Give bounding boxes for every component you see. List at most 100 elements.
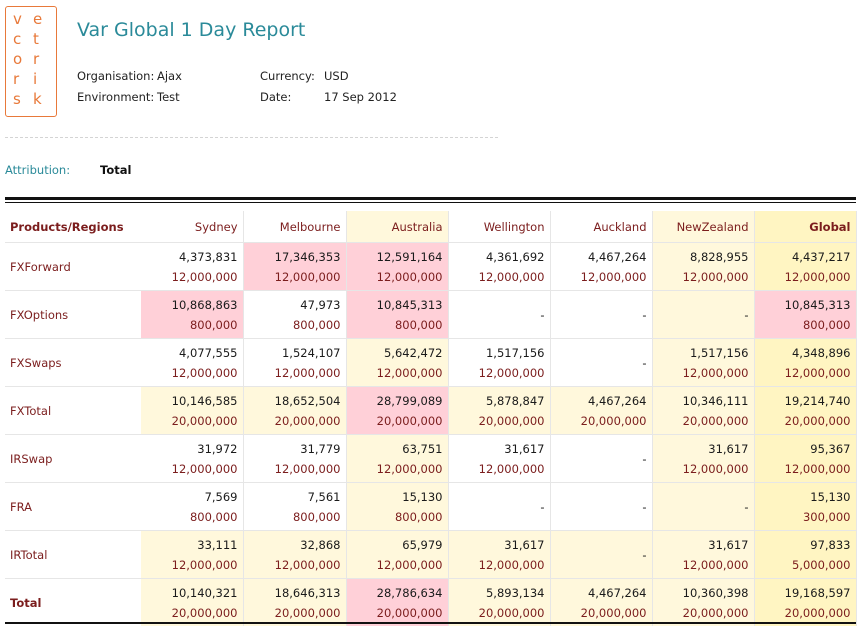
- limit-value: 12,000,000: [478, 269, 545, 284]
- limit-value: 20,000,000: [784, 413, 851, 428]
- product-name: FXForward: [5, 242, 141, 291]
- var-value: 10,346,111: [682, 393, 749, 408]
- limit-value: 12,000,000: [376, 365, 443, 380]
- cell-australia: 28,786,634 20,000,000: [346, 578, 449, 626]
- cell-australia: 65,979 12,000,000: [346, 530, 449, 579]
- environment-value: Test: [157, 90, 180, 104]
- limit-value: 20,000,000: [274, 413, 341, 428]
- cell-auckland: -: [550, 434, 653, 483]
- limit-value: 20,000,000: [580, 413, 647, 428]
- cell-global: 4,437,217 12,000,000: [754, 242, 857, 291]
- var-value: 10,845,313: [376, 297, 443, 312]
- cell-wellington: 5,893,134 20,000,000: [448, 578, 551, 626]
- var-value: 1,524,107: [281, 345, 341, 360]
- currency-value: USD: [324, 69, 349, 83]
- limit-value: 12,000,000: [376, 461, 443, 476]
- var-value: 5,878,847: [485, 393, 545, 408]
- column-header-global: Global: [754, 211, 857, 243]
- limit-value: 12,000,000: [478, 365, 545, 380]
- table-body: FXForward 4,373,831 12,000,000 17,346,353 12…: [5, 242, 857, 626]
- table-row: IRSwap 31,972 12,000,000 31,779 12,000,000 63…: [5, 434, 857, 483]
- var-value: 15,130: [810, 489, 851, 504]
- cell-australia: 63,751 12,000,000: [346, 434, 449, 483]
- var-value: 63,751: [402, 441, 443, 456]
- cell-auckland: -: [550, 482, 653, 531]
- cell-global: 19,214,740 20,000,000: [754, 386, 857, 435]
- limit-value: 20,000,000: [376, 605, 443, 620]
- var-value: 1,517,156: [689, 345, 749, 360]
- limit-value: 20,000,000: [376, 413, 443, 428]
- var-value: 4,467,264: [587, 585, 647, 600]
- var-value: -: [744, 307, 749, 322]
- table-top-rule: [5, 197, 856, 200]
- var-value: 7,569: [204, 489, 238, 504]
- var-value: -: [540, 499, 545, 514]
- cell-wellington: -: [448, 482, 551, 531]
- var-value: 31,617: [504, 441, 545, 456]
- logo-letter: s: [13, 90, 21, 108]
- limit-value: 20,000,000: [580, 605, 647, 620]
- limit-value: 12,000,000: [274, 461, 341, 476]
- cell-wellington: -: [448, 290, 551, 339]
- row-header: Products/Regions: [5, 211, 141, 243]
- limit-value: 12,000,000: [478, 461, 545, 476]
- var-value: 1,517,156: [485, 345, 545, 360]
- cell-melbourne: 31,779 12,000,000: [243, 434, 347, 483]
- limit-value: 12,000,000: [682, 461, 749, 476]
- var-value: 4,348,896: [791, 345, 851, 360]
- cell-newzealand: 31,617 12,000,000: [652, 530, 755, 579]
- var-value: 97,833: [810, 537, 851, 552]
- report-title: Var Global 1 Day Report: [77, 19, 306, 41]
- cell-wellington: 4,361,692 12,000,000: [448, 242, 551, 291]
- var-value: 15,130: [402, 489, 443, 504]
- cell-newzealand: 1,517,156 12,000,000: [652, 338, 755, 387]
- limit-value: 800,000: [189, 317, 238, 332]
- var-report-table: Products/Regions Sydney Melbourne Austra…: [5, 211, 857, 626]
- currency-label: Currency:: [260, 69, 315, 83]
- cell-global: 10,845,313 800,000: [754, 290, 857, 339]
- cell-newzealand: 10,360,398 20,000,000: [652, 578, 755, 626]
- cell-auckland: 4,467,264 20,000,000: [550, 578, 653, 626]
- cell-melbourne: 18,646,313 20,000,000: [243, 578, 347, 626]
- cell-newzealand: 31,617 12,000,000: [652, 434, 755, 483]
- column-header-melbourne: Melbourne: [243, 211, 347, 243]
- cell-australia: 10,845,313 800,000: [346, 290, 449, 339]
- cell-global: 97,833 5,000,000: [754, 530, 857, 579]
- var-value: 5,893,134: [485, 585, 545, 600]
- cell-auckland: -: [550, 338, 653, 387]
- var-value: 4,467,264: [587, 249, 647, 264]
- var-value: 10,845,313: [784, 297, 851, 312]
- cell-melbourne: 7,561 800,000: [243, 482, 347, 531]
- limit-value: 12,000,000: [171, 461, 238, 476]
- var-value: 12,591,164: [376, 249, 443, 264]
- var-value: 10,140,321: [171, 585, 238, 600]
- report-meta-left: Organisation: Ajax Environment: Test: [77, 66, 182, 108]
- var-value: -: [642, 307, 647, 322]
- var-value: 18,652,504: [274, 393, 341, 408]
- var-value: -: [642, 451, 647, 466]
- cell-sydney: 10,146,585 20,000,000: [141, 386, 244, 435]
- organisation-value: Ajax: [157, 69, 182, 83]
- attribution-label: Attribution:: [5, 163, 71, 177]
- limit-value: 20,000,000: [171, 605, 238, 620]
- logo-letter: i: [33, 70, 38, 88]
- cell-auckland: -: [550, 290, 653, 339]
- limit-value: 12,000,000: [682, 269, 749, 284]
- cell-melbourne: 18,652,504 20,000,000: [243, 386, 347, 435]
- var-value: 33,111: [197, 537, 238, 552]
- product-name: FXTotal: [5, 386, 141, 435]
- column-header-newzealand: NewZealand: [652, 211, 755, 243]
- var-value: 28,786,634: [376, 585, 443, 600]
- cell-australia: 12,591,164 12,000,000: [346, 242, 449, 291]
- limit-value: 5,000,000: [791, 557, 851, 572]
- var-value: 4,077,555: [178, 345, 238, 360]
- product-name: IRSwap: [5, 434, 141, 483]
- column-header-australia: Australia: [346, 211, 449, 243]
- var-value: -: [642, 355, 647, 370]
- cell-wellington: 31,617 12,000,000: [448, 530, 551, 579]
- limit-value: 20,000,000: [274, 605, 341, 620]
- table-row: IRTotal 33,111 12,000,000 32,868 12,000,000 6…: [5, 530, 857, 579]
- var-value: 10,146,585: [171, 393, 238, 408]
- cell-sydney: 31,972 12,000,000: [141, 434, 244, 483]
- logo-letter: e: [33, 10, 43, 28]
